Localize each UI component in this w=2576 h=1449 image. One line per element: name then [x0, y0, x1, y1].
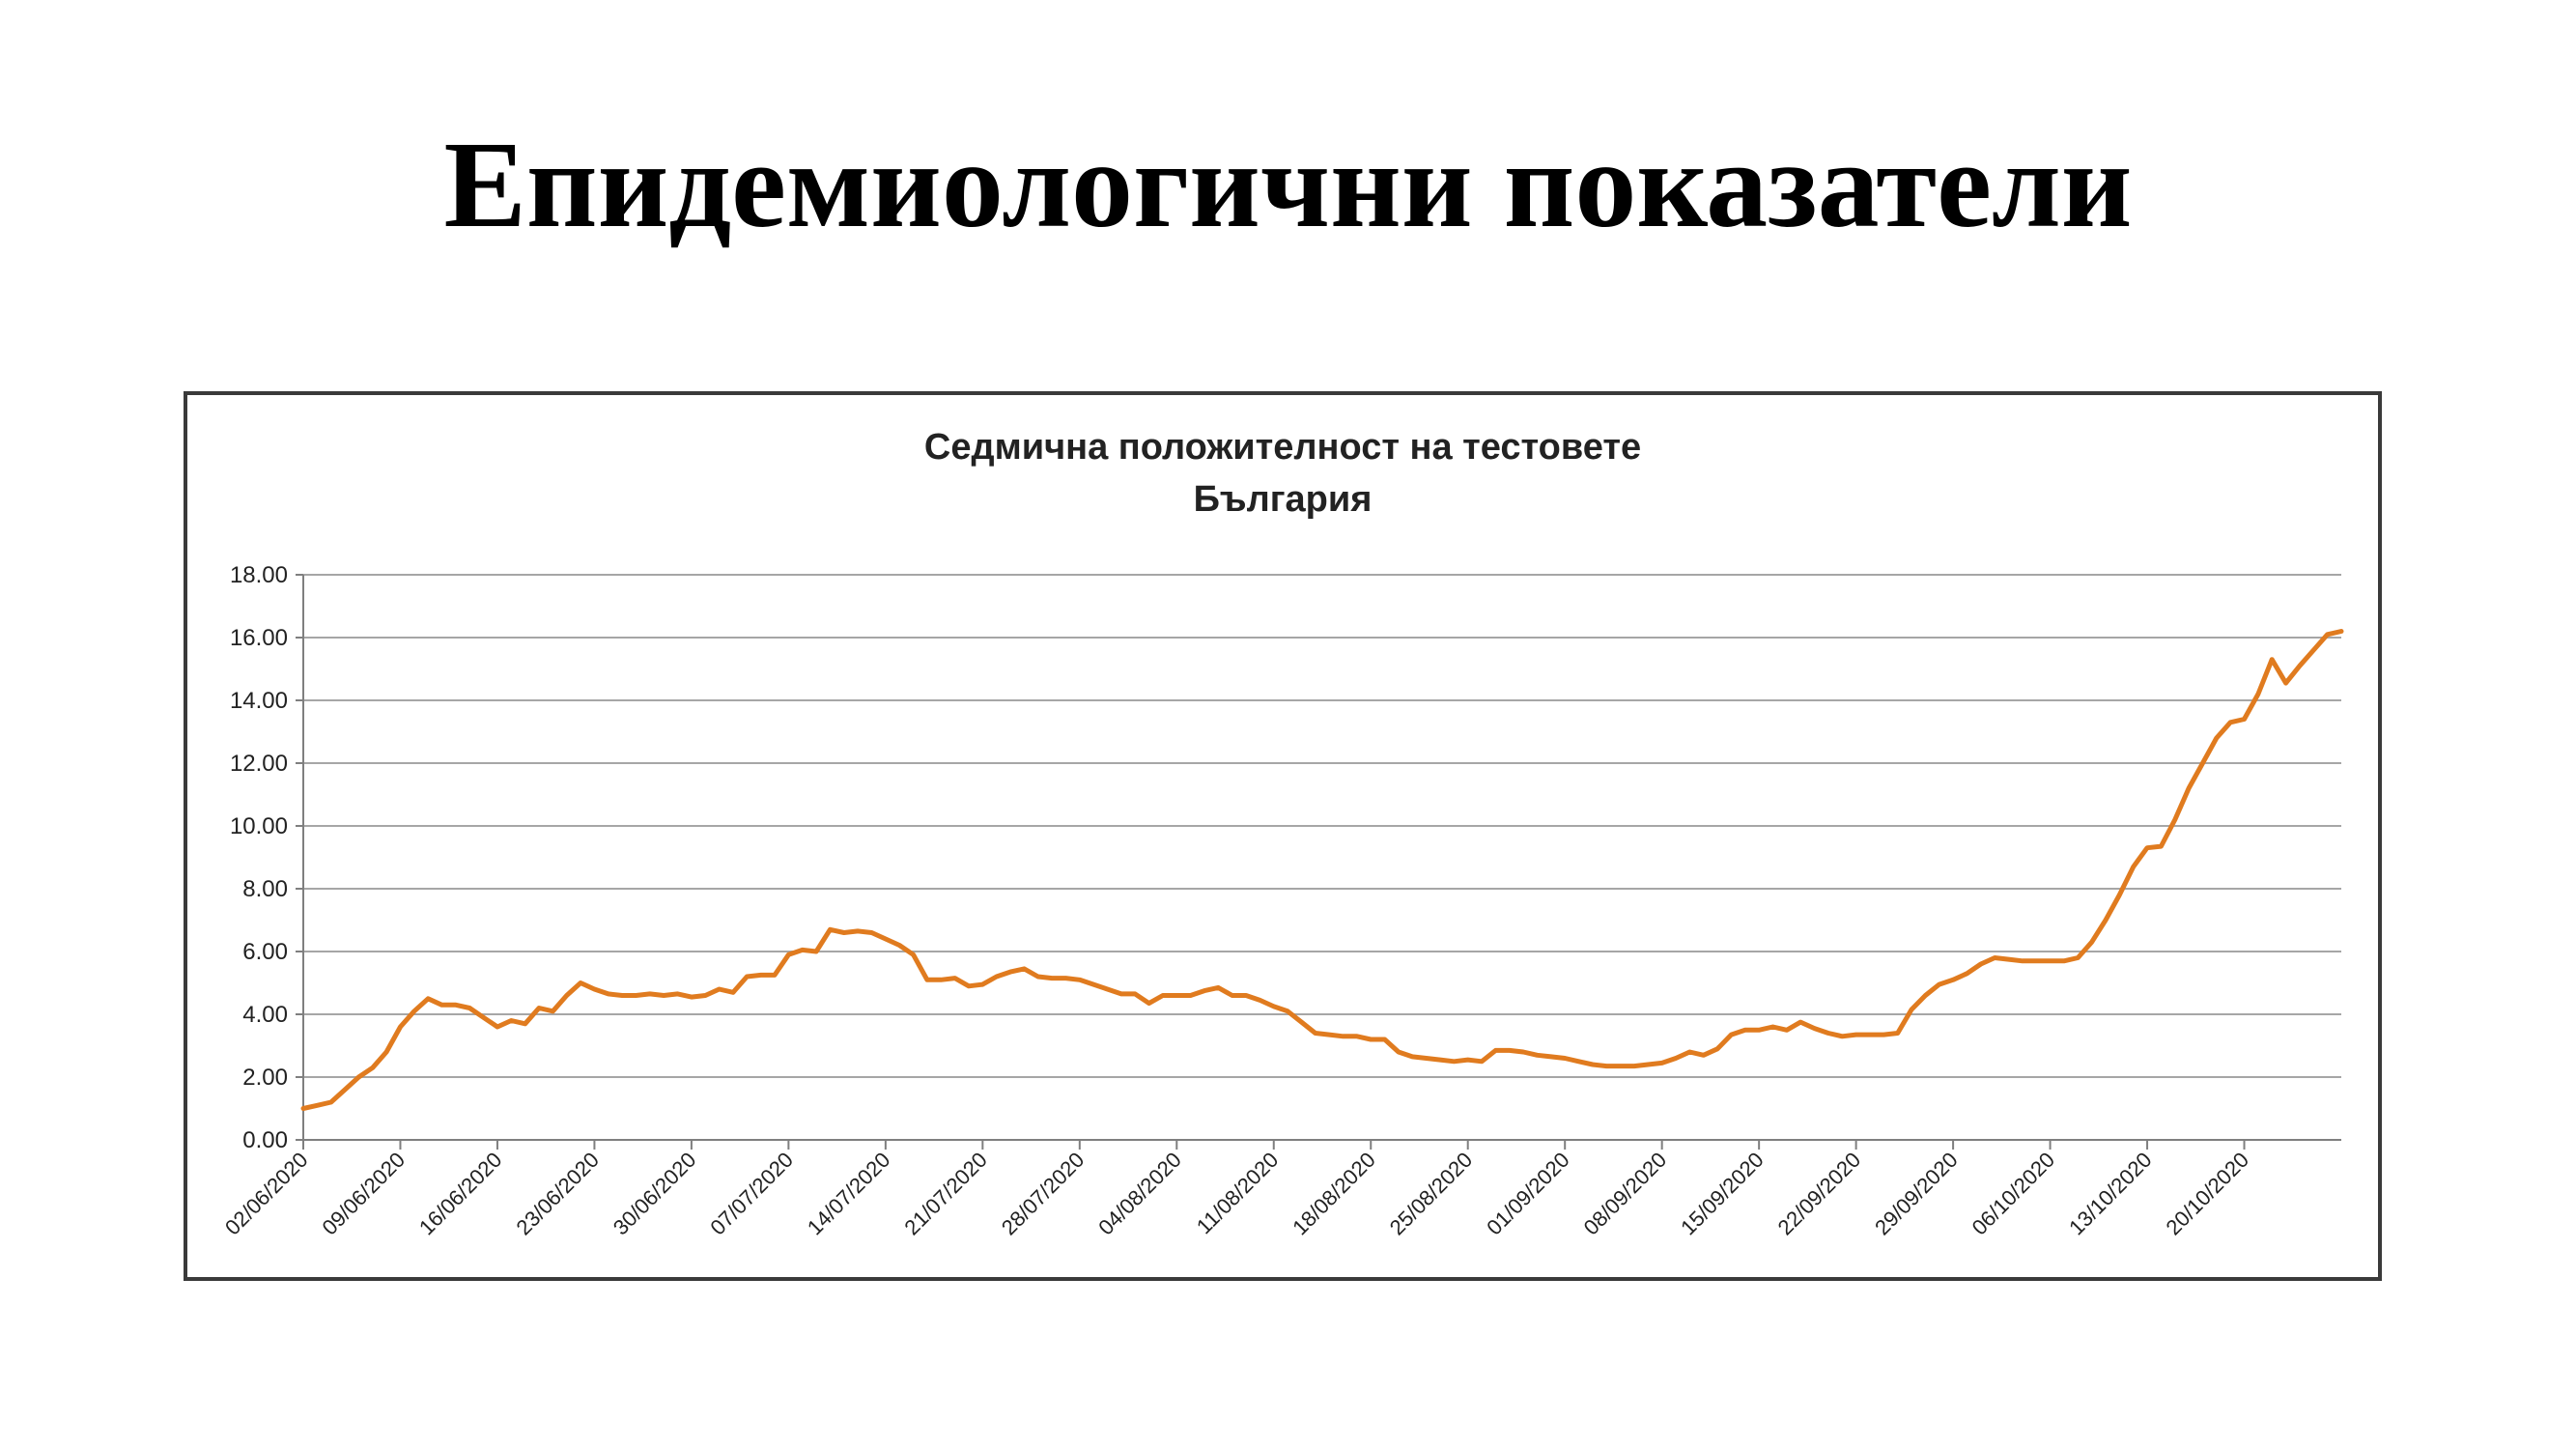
- x-tick-label: 04/08/2020: [1093, 1148, 1186, 1240]
- y-tick-label: 12.00: [230, 751, 288, 777]
- x-tick-label: 06/10/2020: [1967, 1148, 2060, 1240]
- line-chart: Седмична положителност на тестовете Бълг…: [220, 427, 2344, 1240]
- series-line-0: [300, 629, 2344, 1111]
- x-tick-label: 23/06/2020: [511, 1148, 604, 1240]
- y-tick-label: 0.00: [242, 1127, 288, 1153]
- chart-frame: Седмична положителност на тестовете Бълг…: [184, 391, 2382, 1281]
- x-tick-label: 20/10/2020: [2162, 1148, 2254, 1240]
- x-tick-label: 21/07/2020: [899, 1148, 992, 1240]
- x-tick-label: 29/09/2020: [1870, 1148, 1963, 1240]
- y-axis-tick-labels: 0.00 2.00 4.00 6.00 8.00 10.00 12.00 14.00 16.00…: [230, 562, 288, 1153]
- slide-title: Епидемиологични показатели: [443, 116, 2133, 253]
- y-tick-label: 14.00: [230, 688, 288, 714]
- x-tick-label: 13/10/2020: [2064, 1148, 2157, 1240]
- x-tick-label: 25/08/2020: [1385, 1148, 1478, 1240]
- x-tick-label: 08/09/2020: [1579, 1148, 1672, 1240]
- x-tick-label: 16/06/2020: [414, 1148, 507, 1240]
- chart-subtitle: България: [1194, 479, 1373, 520]
- y-tick-label: 18.00: [230, 562, 288, 588]
- y-tick-label: 16.00: [230, 625, 288, 651]
- x-tick-label: 30/06/2020: [609, 1148, 701, 1240]
- y-tick-label: 2.00: [242, 1065, 288, 1091]
- y-tick-label: 6.00: [242, 939, 288, 965]
- x-tick-label: 15/09/2020: [1676, 1148, 1769, 1240]
- y-tick-label: 10.00: [230, 813, 288, 839]
- gridlines: [303, 574, 2341, 1078]
- x-axis-tick-labels: 02/06/2020 09/06/2020 16/06/2020 23/06/2020…: [220, 1148, 2253, 1240]
- x-tick-label: 11/08/2020: [1192, 1148, 1283, 1238]
- x-tick-label: 07/07/2020: [705, 1148, 798, 1240]
- x-tick-label: 18/08/2020: [1288, 1148, 1380, 1240]
- x-tick-label: 01/09/2020: [1482, 1148, 1574, 1240]
- x-tick-label: 14/07/2020: [803, 1148, 895, 1240]
- x-tick-label: 09/06/2020: [317, 1148, 410, 1240]
- chart-title: Седмична положителност на тестовете: [924, 427, 1641, 468]
- x-tick-label: 28/07/2020: [997, 1148, 1090, 1240]
- x-tick-label: 22/09/2020: [1773, 1148, 1866, 1240]
- series-layer: [300, 629, 2344, 1111]
- axes: [296, 574, 2341, 1150]
- x-tick-label: 02/06/2020: [220, 1148, 313, 1240]
- y-tick-label: 4.00: [242, 1002, 288, 1028]
- y-tick-label: 8.00: [242, 876, 288, 902]
